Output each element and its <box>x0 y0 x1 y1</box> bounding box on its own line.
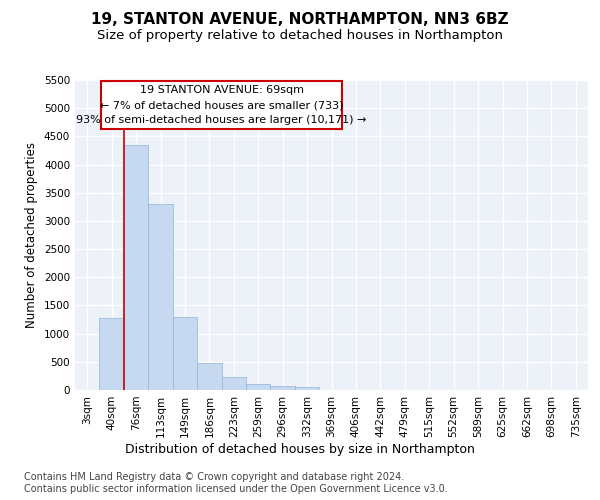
Bar <box>246 384 271 390</box>
Bar <box>295 387 319 390</box>
Text: 19, STANTON AVENUE, NORTHAMPTON, NN3 6BZ: 19, STANTON AVENUE, NORTHAMPTON, NN3 6BZ <box>91 12 509 28</box>
Text: Distribution of detached houses by size in Northampton: Distribution of detached houses by size … <box>125 442 475 456</box>
Text: Contains HM Land Registry data © Crown copyright and database right 2024.
Contai: Contains HM Land Registry data © Crown c… <box>24 472 448 494</box>
Bar <box>197 363 221 390</box>
FancyBboxPatch shape <box>101 81 343 129</box>
Bar <box>148 204 173 390</box>
Bar <box>221 377 246 390</box>
Text: 19 STANTON AVENUE: 69sqm
← 7% of detached houses are smaller (733)
93% of semi-d: 19 STANTON AVENUE: 69sqm ← 7% of detache… <box>76 86 367 125</box>
Y-axis label: Number of detached properties: Number of detached properties <box>25 142 38 328</box>
Text: Size of property relative to detached houses in Northampton: Size of property relative to detached ho… <box>97 29 503 42</box>
Bar <box>173 316 197 390</box>
Bar <box>100 318 124 390</box>
Bar <box>124 145 148 390</box>
Bar <box>271 386 295 390</box>
